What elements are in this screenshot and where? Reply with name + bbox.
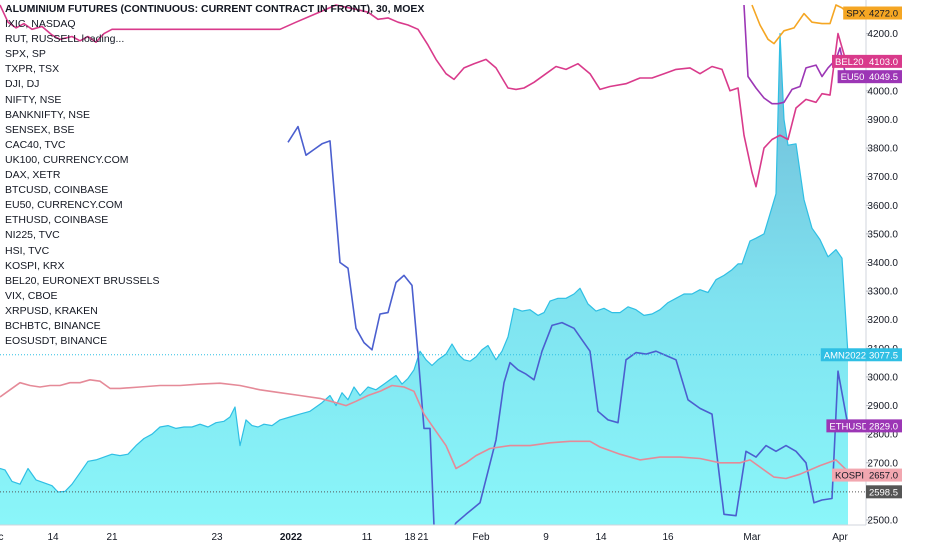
price-tick-label: 3700.0 [867,172,898,183]
price-tag-value-bg [866,485,902,499]
legend: ALUMINIUM FUTURES (CONTINUOUS: CURRENT C… [5,2,424,349]
price-tag-value: 4103.0 [869,57,898,68]
series-line-bel20[interactable] [0,4,847,188]
legend-symbol[interactable]: BTCUSD, COINBASE [5,184,109,197]
price-tick-label: 3600.0 [867,201,898,212]
price-tag-name-bg [843,6,866,20]
price-tag-name: AMN2022 [824,350,866,361]
legend-symbol[interactable]: BANKNIFTY, NSE [5,108,90,121]
legend-symbol[interactable]: NIFTY, NSE [5,93,62,106]
price-tag-value: 4272.0 [869,9,898,20]
series-area-amn2022 [0,33,848,525]
time-axis-bg [0,525,932,550]
legend-symbol[interactable]: SENSEX, BSE [5,123,75,136]
price-tick-label: 2900.0 [867,401,898,412]
time-tick-label: 2022 [280,532,303,543]
price-axis-bg [866,0,932,550]
price-tag-value-bg [866,419,902,433]
legend-symbol[interactable]: CAC40, TVC [5,138,66,151]
legend-symbol[interactable]: ETHUSD, COINBASE [5,214,109,227]
legend-symbol[interactable]: UK100, CURRENCY.COM [5,153,129,166]
price-tag-name-bg [832,468,866,482]
price-tag-name-bg [837,70,866,84]
legend-symbol[interactable]: KOSPI, KRX [5,259,65,272]
time-tick-label: 9 [543,532,549,543]
price-tick-label: 3400.0 [867,258,898,269]
series-line-ethusd[interactable] [287,125,849,540]
legend-symbol[interactable]: XRPUSD, KRAKEN [5,304,98,317]
time-tick-label: 18 [404,532,416,543]
price-tick-label: 3900.0 [867,115,898,126]
price-tag-name: EU50 [841,72,865,83]
reference-lines [0,354,866,493]
time-tick-label: 14 [47,532,59,543]
price-tag-value-bg [866,468,902,482]
series-line-kospi[interactable] [0,379,849,480]
legend-symbol[interactable]: NI225, TVC [5,229,60,242]
legend-symbol[interactable]: SPX, SP [5,48,46,61]
price-tag-name: KOSPI [835,471,864,482]
price-tag-value-bg [866,54,902,68]
price-tag-name: SPX [846,9,866,20]
time-tick-label: 11 [362,532,373,543]
time-tick-label: 21 [106,532,118,543]
price-tick-label: 2500.0 [867,516,898,527]
legend-symbol[interactable]: HSI, TVC [5,244,50,257]
price-tag-value: 4049.5 [869,72,898,83]
price-tag-value: 3077.5 [869,350,898,361]
price-tag-value: 2657.0 [869,471,898,482]
series-line-spx[interactable] [751,4,849,45]
legend-symbol[interactable]: IXIC, NASDAQ [5,18,76,31]
legend-symbol[interactable]: BEL20, EURONEXT BRUSSELS [5,274,160,287]
price-tick-label: 3300.0 [867,287,898,298]
time-tick-label: 23 [211,532,223,543]
price-tag-name-bg [832,54,866,68]
price-tick-label: 3000.0 [867,372,898,383]
legend-symbol[interactable]: DJI, DJ [5,78,40,91]
time-axis[interactable]: c 14 21 23 2022 11 18 21 Feb 9 14 16 Mar Apr [0,524,932,550]
price-tick-label: 3200.0 [867,315,898,326]
price-tick-label: 4200.0 [867,29,898,40]
time-tick-label: Apr [832,532,848,543]
time-tick-label: c [0,532,4,543]
legend-symbol[interactable]: DAX, XETR [5,169,61,182]
price-tags: SPX 4272.0 BEL20 4103.0 EU50 4049.5 AMN2022 307… [820,6,902,499]
price-tick-label: 2800.0 [867,430,898,441]
series-line-amn2022[interactable] [0,33,849,493]
legend-symbol[interactable]: TXPR, TSX [5,63,60,76]
price-tag-name-bg [820,348,866,362]
time-tick-label: 16 [662,532,674,543]
time-tick-label: Mar [743,532,761,543]
price-tag-name: ETHUSD [829,421,868,432]
price-tick-label: 4000.0 [867,86,898,97]
price-tick-label: 3800.0 [867,144,898,155]
price-tick-label: 3500.0 [867,229,898,240]
price-tag-value: 2598.5 [869,487,898,498]
legend-symbol[interactable]: BCHBTC, BINANCE [5,319,101,332]
price-tag-value-bg [866,348,902,362]
legend-symbol[interactable]: EOSUSDT, BINANCE [5,335,108,348]
legend-symbol[interactable]: RUT, RUSSELL loading... [5,33,125,46]
time-tick-label: 21 [417,532,429,543]
legend-symbol[interactable]: VIX, CBOE [5,289,58,302]
time-tick-label: 14 [595,532,607,543]
time-tick-label: Feb [472,532,490,543]
price-tag-name-bg [826,419,866,433]
legend-title: ALUMINIUM FUTURES (CONTINUOUS: CURRENT C… [5,3,425,15]
price-tag-name: BEL20 [835,57,864,68]
price-axis[interactable]: 2500.02600.02700.02800.02900.03000.03100… [865,0,932,550]
price-tag-value-bg [866,70,902,84]
legend-symbol-list: IXIC, NASDAQ RUT, RUSSELL loading... SPX, … [5,17,424,349]
price-tick-label: 2700.0 [867,458,898,469]
price-tag-value-bg [866,6,902,20]
price-tag-value: 2829.0 [869,421,898,432]
legend-symbol[interactable]: EU50, CURRENCY.COM [5,199,123,212]
